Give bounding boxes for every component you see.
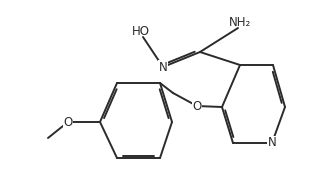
- Text: NH₂: NH₂: [229, 16, 251, 28]
- Text: N: N: [159, 60, 167, 73]
- Text: N: N: [267, 137, 276, 149]
- Text: HO: HO: [132, 24, 150, 38]
- Text: O: O: [63, 115, 73, 129]
- Text: O: O: [192, 100, 202, 112]
